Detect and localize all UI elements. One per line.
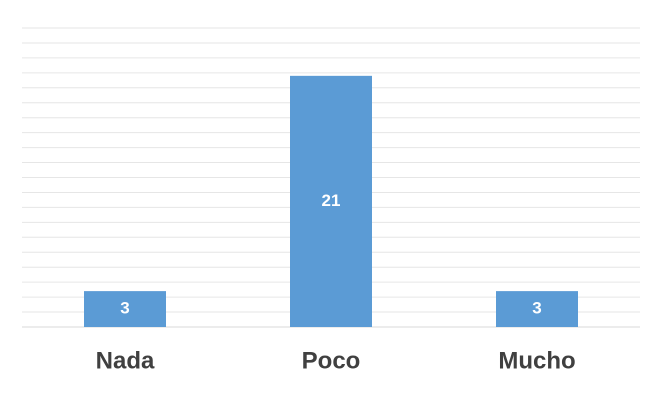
bar-mucho — [496, 291, 578, 327]
bars — [84, 75, 578, 327]
data-label: 21 — [322, 191, 341, 210]
data-label: 3 — [120, 299, 129, 318]
x-axis-ticks: Nada Poco Mucho — [96, 347, 576, 374]
bar-nada — [84, 291, 166, 327]
data-labels: 3 21 3 — [120, 191, 541, 318]
data-label: 3 — [532, 299, 541, 318]
bar-poco — [290, 75, 372, 327]
x-tick-label: Poco — [302, 347, 361, 374]
x-tick-label: Mucho — [498, 347, 575, 374]
x-tick-label: Nada — [96, 347, 155, 374]
